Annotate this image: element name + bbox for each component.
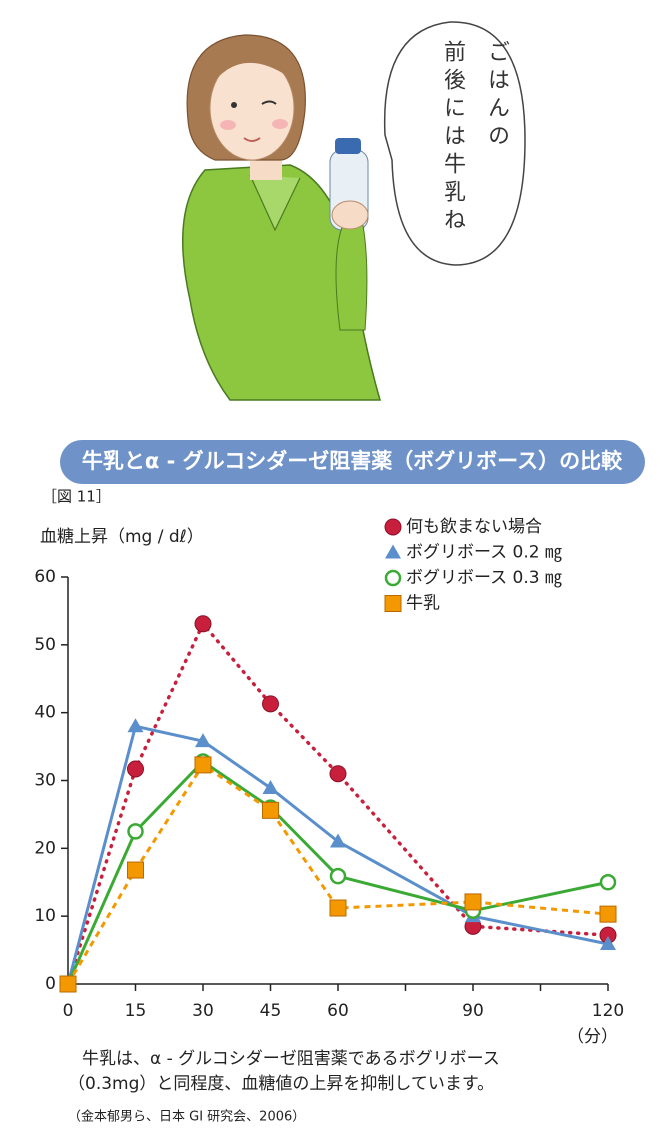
y-tick-label: 10 xyxy=(34,906,56,926)
x-tick-label: 0 xyxy=(63,1001,74,1021)
marker xyxy=(127,823,144,840)
marker xyxy=(194,756,212,774)
chart-title: 牛乳とα - グルコシダーゼ阻害薬（ボグリボース）の比較 xyxy=(82,449,623,473)
y-tick-label: 20 xyxy=(34,838,56,858)
marker xyxy=(127,760,144,778)
x-tick-label: 60 xyxy=(327,1001,349,1021)
bubble-line: ごはんの xyxy=(484,40,509,152)
marker xyxy=(599,905,617,923)
legend-marker xyxy=(384,569,402,587)
marker xyxy=(262,779,279,794)
marker xyxy=(329,765,347,783)
x-tick-label: 30 xyxy=(192,1001,214,1021)
marker xyxy=(329,899,347,917)
speech-bubble: ごはんの 前後には牛乳ね xyxy=(430,40,518,260)
illustration xyxy=(182,21,526,401)
marker xyxy=(329,867,347,885)
series-line xyxy=(66,620,610,986)
legend-marker xyxy=(384,518,402,536)
legend-marker xyxy=(384,595,402,612)
title-banner xyxy=(60,440,645,484)
marker xyxy=(464,893,482,911)
marker xyxy=(262,801,279,819)
source: （金本郁男ら、日本 GI 研究会、2006） xyxy=(68,1109,305,1125)
y-tick-label: 40 xyxy=(34,703,56,723)
marker xyxy=(195,733,211,748)
x-unit-label: （分） xyxy=(567,1027,618,1047)
y-tick-label: 30 xyxy=(34,771,56,791)
y-tick-label: 50 xyxy=(34,635,56,655)
legend-label: ボグリボース 0.3 ㎎ xyxy=(406,568,562,588)
marker xyxy=(599,874,617,891)
y-tick-label: 0 xyxy=(45,974,56,994)
marker xyxy=(59,975,77,993)
series-line xyxy=(66,724,609,985)
legend-marker xyxy=(385,544,401,559)
figure-label: ［図 11］ xyxy=(42,488,111,506)
legend-label: 牛乳 xyxy=(406,594,440,614)
y-axis-label: 血糖上昇（mg / dℓ） xyxy=(40,527,204,547)
caption: （0.3mg）と同程度、血糖値の上昇を抑制しています。 xyxy=(68,1074,494,1094)
legend-label: 何も飲まない場合 xyxy=(406,517,542,537)
caption: 牛乳は、α - グルコシダーゼ阻害薬であるボグリボース xyxy=(82,1049,500,1069)
marker xyxy=(330,833,346,848)
marker xyxy=(127,861,144,879)
x-tick-label: 120 xyxy=(592,1001,624,1021)
legend-label: ボグリボース 0.2 ㎎ xyxy=(406,543,562,563)
x-tick-label: 45 xyxy=(260,1001,282,1021)
marker xyxy=(262,695,279,713)
marker xyxy=(127,718,144,733)
marker xyxy=(600,935,616,950)
x-tick-label: 90 xyxy=(462,1001,484,1021)
marker xyxy=(194,615,212,633)
y-tick-label: 60 xyxy=(34,567,56,587)
x-tick-label: 15 xyxy=(125,1001,147,1021)
bubble-line: 前後には牛乳ね xyxy=(440,40,465,236)
